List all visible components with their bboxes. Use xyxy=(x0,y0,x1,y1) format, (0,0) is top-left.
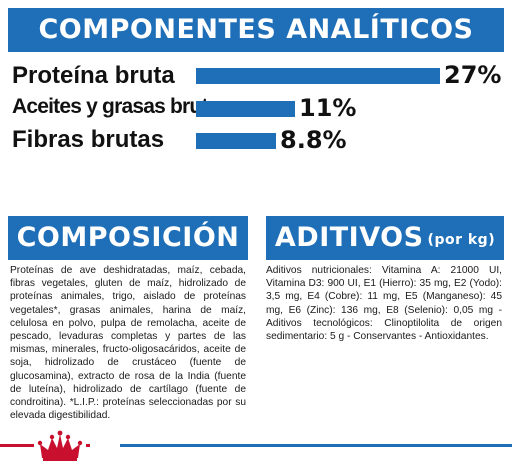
nutrient-bar-fat xyxy=(196,101,295,117)
nutrient-bar-fiber xyxy=(196,133,276,149)
royal-canin-crown-logo-icon xyxy=(34,430,86,464)
analytic-title: COMPONENTES ANALÍTICOS xyxy=(8,8,504,52)
nutrient-label-fiber: Fibras brutas xyxy=(12,126,165,153)
nutrient-value-fiber: 8.8% xyxy=(280,126,347,154)
composition-text: Proteínas de ave deshidratadas, maíz, ce… xyxy=(10,265,246,422)
nutrient-value-fat: 11% xyxy=(299,94,357,122)
composition-title: COMPOSICIÓN xyxy=(8,216,248,260)
additives-text: Aditivos nutricionales: Vitamina A: 2100… xyxy=(266,265,502,343)
nutrient-label-fat: Aceites y grasas brutos xyxy=(12,95,231,118)
nutrient-label-protein: Proteína bruta xyxy=(12,62,175,89)
additives-title: ADITIVOS xyxy=(274,222,424,253)
nutrient-value-protein: 27% xyxy=(444,61,502,89)
additives-title-sub: (por kg) xyxy=(427,232,496,248)
additives-title-banner: ADITIVOS (por kg) xyxy=(266,216,504,260)
nutrient-bar-protein xyxy=(196,68,440,84)
